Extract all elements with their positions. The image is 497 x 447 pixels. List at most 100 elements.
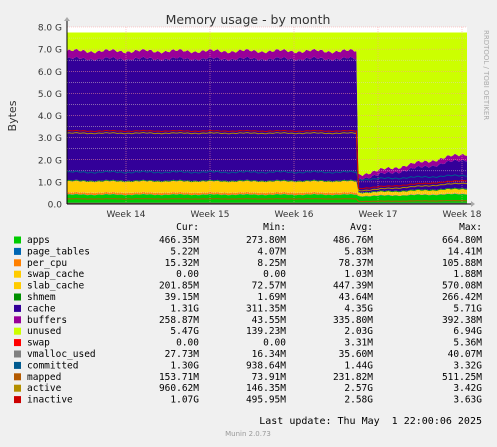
- legend-value: 486.76M: [333, 235, 373, 246]
- legend-label: mapped: [27, 372, 61, 383]
- y-axis-arrow: [64, 17, 70, 21]
- y-tick-label: 4.0 G: [38, 112, 62, 122]
- legend-value: 0.00: [176, 338, 199, 349]
- legend-label: per_cpu: [27, 258, 67, 269]
- legend-value: 0.00: [263, 269, 286, 280]
- x-tick-label: Week 18: [443, 210, 482, 220]
- y-tick-label: 7.0 G: [38, 46, 62, 56]
- legend-swatch: [14, 259, 21, 266]
- legend-value: 1.31G: [170, 303, 199, 314]
- legend-label: vmalloc_used: [27, 349, 96, 360]
- legend-label: active: [27, 383, 62, 394]
- legend-value: 495.95M: [246, 395, 286, 406]
- legend-value: 335.80M: [333, 315, 373, 326]
- legend-swatch: [14, 373, 21, 380]
- legend-value: 39.15M: [165, 292, 200, 303]
- legend-value: 16.34M: [252, 349, 287, 360]
- legend-swatch: [14, 237, 21, 244]
- legend-value: 392.38M: [442, 315, 482, 326]
- legend-value: 3.42G: [453, 383, 482, 394]
- chart-title: Memory usage - by month: [166, 12, 331, 27]
- legend-swatch: [14, 294, 21, 301]
- legend-value: 1.88M: [453, 269, 482, 280]
- legend-value: 3.32G: [453, 360, 482, 371]
- legend-value: 1.07G: [170, 395, 199, 406]
- legend-swatch: [14, 362, 21, 369]
- legend-value: 570.08M: [442, 281, 482, 292]
- legend-value: 105.88M: [442, 258, 482, 269]
- legend-value: 27.73M: [165, 349, 200, 360]
- legend-value: 14.41M: [448, 246, 483, 257]
- legend-column-header: Min:: [263, 222, 286, 233]
- legend-value: 2.57G: [344, 383, 373, 394]
- legend-label: buffers: [27, 315, 67, 326]
- legend-value: 4.35G: [344, 303, 373, 314]
- legend-value: 938.64M: [246, 360, 286, 371]
- munin-version: Munin 2.0.73: [225, 430, 271, 438]
- legend-column-header: Max:: [459, 222, 482, 233]
- legend-value: 1.69M: [257, 292, 286, 303]
- legend-value: 78.37M: [339, 258, 374, 269]
- legend-value: 3.63G: [453, 395, 482, 406]
- legend-value: 1.44G: [344, 360, 373, 371]
- legend-value: 511.25M: [442, 372, 482, 383]
- legend-value: 258.87M: [159, 315, 199, 326]
- legend-label: swap_cache: [27, 269, 84, 280]
- legend-value: 15.32M: [165, 258, 200, 269]
- legend-label: inactive: [27, 395, 73, 406]
- y-tick-label: 8.0 G: [38, 24, 62, 34]
- legend-swatch: [14, 328, 21, 335]
- legend-value: 311.35M: [246, 303, 286, 314]
- legend-value: 1.03M: [344, 269, 373, 280]
- legend-value: 960.62M: [159, 383, 199, 394]
- y-tick-labels: 0.01.0 G2.0 G3.0 G4.0 G5.0 G6.0 G7.0 G8.…: [38, 24, 62, 211]
- legend-value: 2.03G: [344, 326, 373, 337]
- legend-column-header: Cur:: [176, 222, 199, 233]
- legend-value: 5.22M: [170, 246, 199, 257]
- legend-value: 0.00: [263, 338, 286, 349]
- legend-value: 201.85M: [159, 281, 199, 292]
- legend-value: 139.23M: [246, 326, 286, 337]
- y-tick-label: 0.0: [48, 201, 63, 211]
- legend-value: 466.35M: [159, 235, 199, 246]
- x-tick-label: Week 16: [275, 210, 314, 220]
- legend-value: 153.71M: [159, 372, 199, 383]
- legend-value: 35.60M: [339, 349, 374, 360]
- legend-value: 231.82M: [333, 372, 373, 383]
- legend-value: 6.94G: [453, 326, 482, 337]
- legend-value: 664.80M: [442, 235, 482, 246]
- legend-value: 72.57M: [252, 281, 287, 292]
- legend-value: 5.71G: [453, 303, 482, 314]
- legend-value: 8.25M: [257, 258, 286, 269]
- legend-label: shmem: [27, 292, 56, 303]
- legend-value: 146.35M: [246, 383, 286, 394]
- rrdtool-watermark: RRDTOOL / TOBI OETIKER: [482, 30, 490, 120]
- legend-label: swap: [27, 338, 50, 349]
- legend-swatch: [14, 316, 21, 323]
- legend-swatch: [14, 385, 21, 392]
- x-tick-label: Week 14: [107, 210, 146, 220]
- legend-swatch: [14, 271, 21, 278]
- x-tick-labels: Week 14 Week 15 Week 16 Week 17 Week 18: [107, 210, 482, 220]
- legend-swatch: [14, 339, 21, 346]
- legend-label: slab_cache: [27, 281, 84, 292]
- legend-value: 1.30G: [170, 360, 199, 371]
- legend-label: cache: [27, 303, 56, 314]
- legend-swatch: [14, 282, 21, 289]
- legend-column-header: Avg:: [350, 222, 373, 233]
- legend-value: 5.47G: [170, 326, 199, 337]
- legend-value: 3.31M: [344, 338, 373, 349]
- x-axis-arrow: [471, 201, 475, 207]
- legend-value: 4.07M: [257, 246, 286, 257]
- last-update: Last update: Thu May 1 22:00:06 2025: [259, 416, 482, 427]
- legend-value: 447.39M: [333, 281, 373, 292]
- legend-swatch: [14, 248, 21, 255]
- y-tick-label: 1.0 G: [38, 178, 62, 188]
- x-tick-label: Week 17: [359, 210, 398, 220]
- legend-value: 5.83M: [344, 246, 373, 257]
- x-tick-label: Week 15: [191, 210, 230, 220]
- legend-label: committed: [27, 360, 78, 371]
